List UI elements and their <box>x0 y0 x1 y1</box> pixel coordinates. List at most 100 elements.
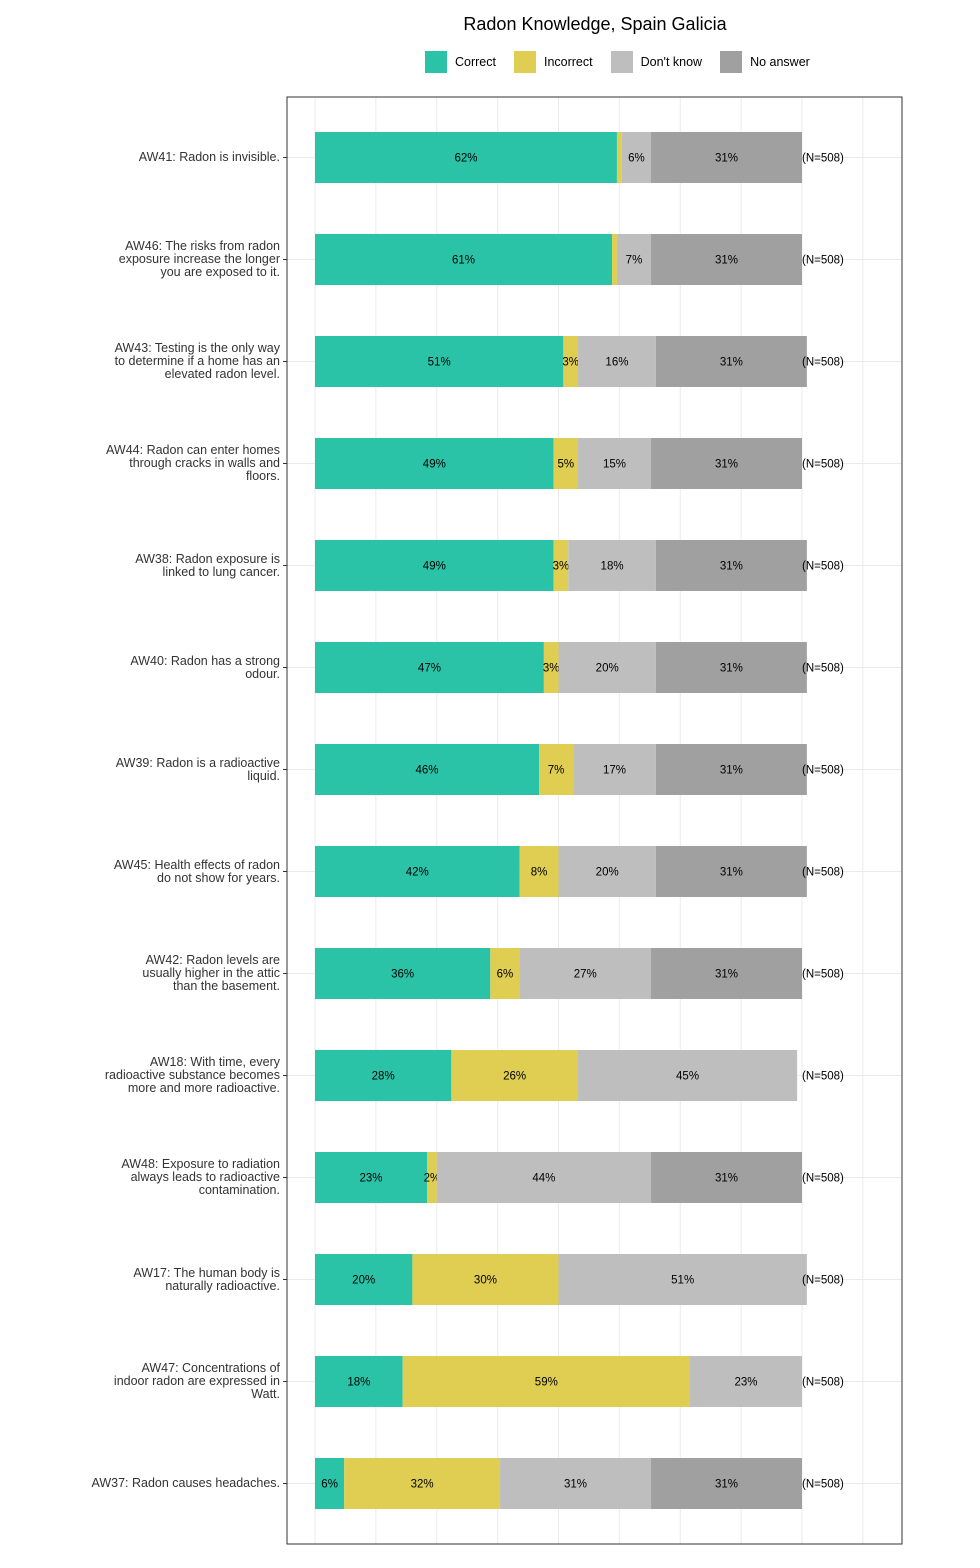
bar-segment-correct <box>315 744 540 795</box>
bar-segment-correct <box>315 1050 452 1101</box>
category-label: AW37: Radon causes headaches. <box>10 1477 280 1490</box>
legend-item: No answer <box>720 51 810 73</box>
category-label-line: AW43: Testing is the only way <box>114 341 280 355</box>
bar-value-label: 31% <box>720 867 743 879</box>
category-label: AW48: Exposure to radiation always leads … <box>10 1158 280 1197</box>
legend-label: Don't know <box>640 55 703 69</box>
bar-value-label: 51% <box>428 357 451 369</box>
bar-segment-incorrect <box>543 642 559 693</box>
bar-segment-correct <box>315 948 491 999</box>
bar-value-label: 36% <box>391 969 414 981</box>
bar-value-label: 31% <box>564 1479 587 1491</box>
category-label-line: liquid. <box>247 768 280 783</box>
bar-segment-correct <box>315 1152 428 1203</box>
category-label: AW40: Radon has a strong odour. <box>10 653 280 681</box>
bar-value-label: 30% <box>474 1275 497 1287</box>
category-label-line: to determine if a home has an <box>114 354 280 368</box>
category-label-line: indoor radon are expressed in <box>113 1374 280 1388</box>
category-label-line: AW46: The risks from radon <box>125 239 280 253</box>
bar-segment-incorrect <box>553 438 578 489</box>
category-label-line: AW45: Health effects of radon <box>113 857 280 872</box>
bar-segment-don-t-know <box>558 642 656 693</box>
bar-segment-incorrect <box>451 1050 578 1101</box>
bar-value-label: 31% <box>715 153 738 165</box>
bar-value-label: 59% <box>535 1377 558 1389</box>
bar-segment-incorrect <box>553 540 569 591</box>
bar-segment-no-answer <box>655 642 807 693</box>
legend-swatch <box>610 51 633 73</box>
category-label-line: AW41: Radon is invisible. <box>138 150 280 164</box>
bar-segment-no-answer <box>655 846 807 897</box>
bar-segment-incorrect <box>616 132 622 183</box>
bar-segment-don-t-know <box>573 744 656 795</box>
bar-segment-correct <box>315 540 554 591</box>
category-label: AW47: Concentrations of indoor radon are … <box>10 1362 280 1401</box>
bar-segment-no-answer <box>651 132 802 183</box>
category-label-line: AW38: Radon exposure is <box>135 551 280 566</box>
bar-value-label: 49% <box>423 459 446 471</box>
n-label: (N=508) <box>802 867 844 879</box>
bar-value-label: 49% <box>423 561 446 573</box>
bar-value-label: 23% <box>734 1377 757 1389</box>
bar-value-label: 6% <box>321 1479 338 1491</box>
category-label-line: usually higher in the attic <box>142 966 280 980</box>
category-label: AW38: Radon exposure is linked to lung ca… <box>10 551 280 579</box>
category-label-line: AW48: Exposure to radiation <box>121 1157 280 1171</box>
n-label: (N=508) <box>802 1275 844 1287</box>
category-label: AW17: The human body is naturally radioac… <box>10 1265 280 1293</box>
bar-value-label: 32% <box>411 1479 434 1491</box>
category-label-line: AW17: The human body is <box>133 1265 280 1280</box>
category-label: AW46: The risks from radon exposure incre… <box>10 240 280 279</box>
bar-segment-correct <box>315 234 613 285</box>
bar-value-label: 62% <box>454 153 477 165</box>
bar-value-label: 6% <box>497 969 514 981</box>
bar-value-label: 44% <box>532 1173 555 1185</box>
bar-value-label: 61% <box>452 255 475 267</box>
bar-segment-no-answer <box>651 948 802 999</box>
bar-segment-don-t-know <box>558 846 656 897</box>
bar-value-label: 31% <box>715 1479 738 1491</box>
category-label-line: AW40: Radon has a strong <box>130 653 280 668</box>
n-label: (N=508) <box>802 1377 844 1389</box>
bar-segment-correct <box>315 1458 345 1509</box>
bar-segment-don-t-know <box>500 1458 652 1509</box>
bar-value-label: 2% <box>424 1173 441 1185</box>
bar-value-label: 27% <box>574 969 597 981</box>
bar-value-label: 3% <box>553 561 570 573</box>
bar-value-label: 31% <box>715 969 738 981</box>
bar-segment-incorrect <box>612 234 617 285</box>
bar-value-label: 31% <box>715 459 738 471</box>
bar-segment-correct <box>315 438 554 489</box>
bar-value-label: 5% <box>557 459 574 471</box>
n-label: (N=508) <box>802 1173 844 1185</box>
bar-segment-incorrect <box>539 744 574 795</box>
bar-segment-correct <box>315 846 520 897</box>
bar-value-label: 46% <box>415 765 438 777</box>
bar-value-label: 23% <box>359 1173 382 1185</box>
bar-value-label: 3% <box>562 357 579 369</box>
bar-segment-don-t-know <box>568 540 656 591</box>
bar-segment-no-answer <box>655 540 807 591</box>
legend-label: Correct <box>455 55 496 69</box>
category-label-line: linked to lung cancer. <box>162 564 280 579</box>
bar-segment-don-t-know <box>519 948 652 999</box>
bar-segment-don-t-know <box>577 1050 798 1101</box>
bar-segment-don-t-know <box>577 336 656 387</box>
bar-value-label: 16% <box>605 357 628 369</box>
n-label: (N=508) <box>802 561 844 573</box>
category-label: AW41: Radon is invisible. <box>10 151 280 164</box>
category-label: AW39: Radon is a radioactive liquid. <box>10 755 280 783</box>
category-label-line: AW39: Radon is a radioactive <box>115 755 280 770</box>
bar-value-label: 31% <box>720 663 743 675</box>
bar-segment-incorrect <box>427 1152 437 1203</box>
legend-label: No answer <box>750 55 810 69</box>
category-label-line: odour. <box>245 666 280 681</box>
bar-segment-correct <box>315 336 564 387</box>
category-label-line: contamination. <box>198 1183 280 1197</box>
category-label: AW18: With time, every radioactive substa… <box>10 1056 280 1095</box>
legend-swatch <box>720 51 743 73</box>
bar-value-label: 20% <box>352 1275 375 1287</box>
bar-value-label: 31% <box>720 765 743 777</box>
category-label-line: AW37: Radon causes headaches. <box>91 1476 280 1490</box>
bar-segment-correct <box>315 132 617 183</box>
